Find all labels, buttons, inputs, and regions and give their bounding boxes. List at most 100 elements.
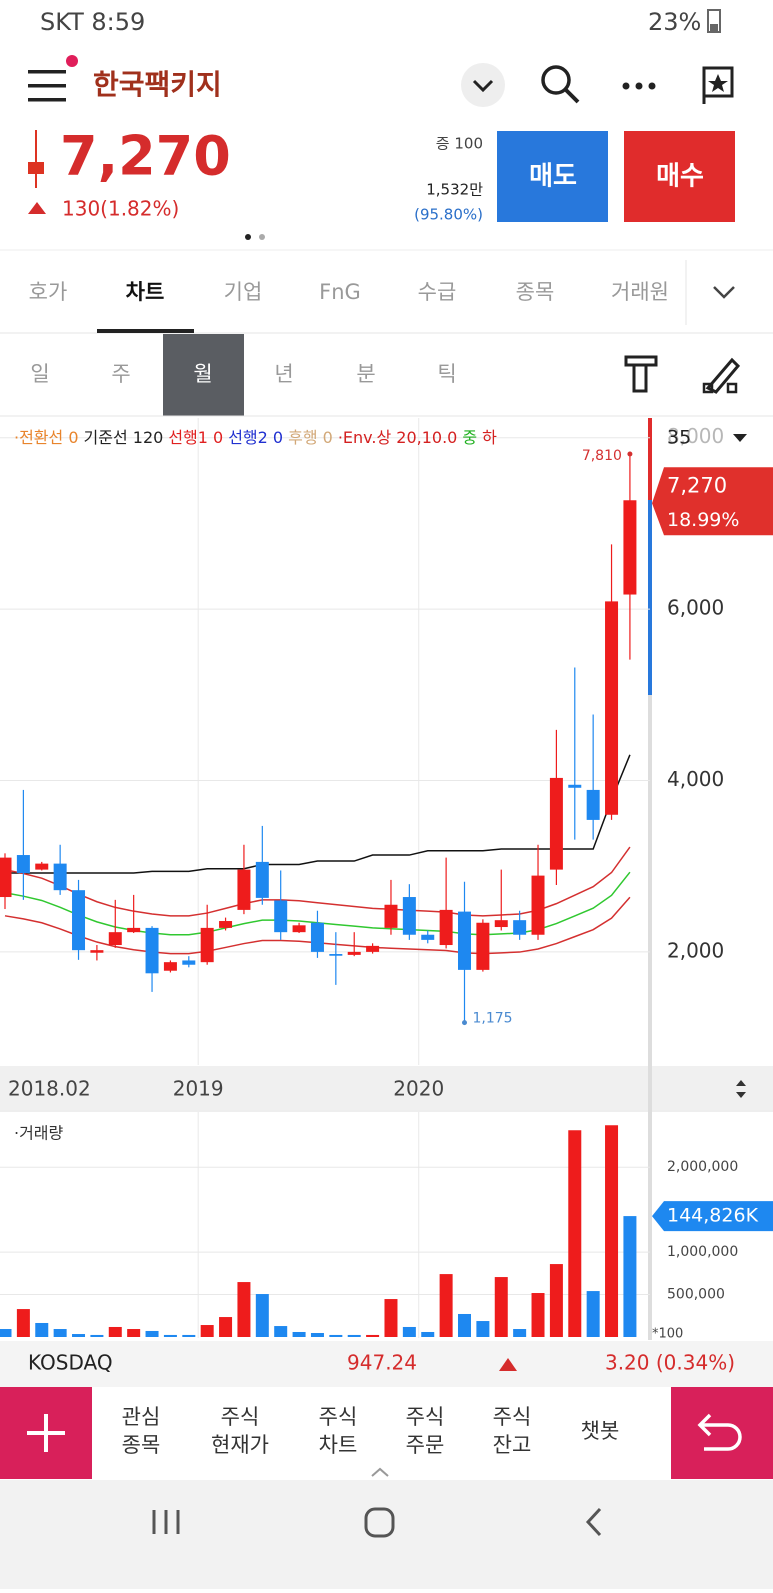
tab[interactable]: 호가 xyxy=(29,280,68,304)
legend-item: 선행2 0 xyxy=(228,428,283,447)
volume-bar xyxy=(623,1216,637,1337)
volume-bar xyxy=(255,1294,269,1337)
tabs-expand[interactable] xyxy=(713,286,735,299)
axis-toggle[interactable] xyxy=(736,1080,746,1098)
mini-candle xyxy=(28,162,44,174)
current-price: 7,270 xyxy=(60,125,231,188)
menu-button[interactable] xyxy=(28,55,78,102)
index-bar xyxy=(0,1341,773,1387)
volume-bar xyxy=(219,1317,233,1337)
candle-body xyxy=(439,909,453,946)
candle-body xyxy=(35,863,49,870)
volume-bar xyxy=(384,1299,398,1337)
dropdown-button[interactable] xyxy=(461,63,505,107)
period[interactable]: 틱 xyxy=(437,362,456,386)
candle-body xyxy=(310,922,324,952)
tab[interactable]: 종목 xyxy=(516,280,555,304)
candle-body xyxy=(421,934,435,940)
menu-label: 주문 xyxy=(406,1433,445,1457)
volume-bar xyxy=(549,1264,563,1337)
volume-bar xyxy=(329,1334,343,1337)
candle-body xyxy=(513,920,527,935)
buy-button[interactable] xyxy=(624,131,735,222)
period[interactable]: 주 xyxy=(111,362,130,386)
max-marker xyxy=(627,451,633,457)
volume-bar xyxy=(108,1326,122,1337)
volume-bar xyxy=(53,1329,67,1337)
favorite-button[interactable] xyxy=(702,66,734,104)
volume-bar xyxy=(476,1321,490,1337)
y-tick-label: 2,000,000 xyxy=(667,1159,738,1175)
menu-item[interactable]: 챗봇 xyxy=(581,1419,620,1443)
volume: 1,532만 xyxy=(426,181,483,199)
current-price-tag xyxy=(652,467,773,536)
volume-change: 증 100 xyxy=(436,135,483,153)
candle-body xyxy=(182,960,196,965)
legend-item: ·Env.상 20,10.0 xyxy=(338,428,458,447)
volume-bar xyxy=(72,1334,86,1337)
period[interactable]: 년 xyxy=(274,362,293,386)
up-arrow xyxy=(28,202,46,214)
menu-label: 주식 xyxy=(406,1405,445,1429)
count-dropdown[interactable] xyxy=(733,434,747,442)
current-volume-tag xyxy=(652,1201,773,1232)
menu-handle[interactable] xyxy=(371,1467,389,1477)
candle-body xyxy=(494,920,508,928)
volume-bar xyxy=(586,1291,600,1337)
candle-body xyxy=(90,950,104,953)
volume-ratio: (95.80%) xyxy=(414,206,483,224)
sell-button[interactable] xyxy=(497,131,608,222)
candle-body xyxy=(623,500,637,595)
volume-bar xyxy=(163,1334,177,1337)
candle-body xyxy=(163,962,177,971)
volume-title: ·거래량 xyxy=(14,1124,64,1143)
nav-home[interactable] xyxy=(364,1507,395,1538)
x-tick-label: 2019 xyxy=(173,1077,224,1101)
buy-label: 매수 xyxy=(656,162,704,192)
draw-tool[interactable] xyxy=(702,357,741,394)
index-value: 947.24 xyxy=(347,1351,417,1375)
tab[interactable]: 차트 xyxy=(126,280,165,304)
tab[interactable]: 수급 xyxy=(418,280,457,304)
tab[interactable]: FnG xyxy=(319,280,361,304)
candle-body xyxy=(292,925,306,933)
current-change-label: 18.99% xyxy=(667,509,739,531)
candle-body xyxy=(127,927,141,933)
period[interactable]: 분 xyxy=(356,362,375,386)
stock-title: 한국팩키지 xyxy=(93,68,222,101)
current-volume-label: 144,826K xyxy=(667,1205,759,1227)
tab[interactable]: 거래원 xyxy=(611,280,669,304)
volume-bar xyxy=(347,1334,361,1337)
period[interactable]: 일 xyxy=(30,362,49,386)
search-button[interactable] xyxy=(541,65,580,104)
volume-bar xyxy=(292,1331,306,1337)
candle-body xyxy=(255,861,269,898)
volume-bar xyxy=(458,1313,471,1337)
y-tick-label: 1,000,000 xyxy=(667,1244,738,1260)
price-change: 130(1.82%) xyxy=(62,197,179,221)
battery-level xyxy=(710,24,718,31)
legend-item: 중 xyxy=(462,428,477,447)
page-dot xyxy=(245,234,251,240)
indicator-line xyxy=(5,754,631,874)
tab[interactable]: 기업 xyxy=(224,280,263,304)
index-up-arrow xyxy=(499,1358,517,1371)
nav-recent[interactable] xyxy=(152,1510,180,1534)
indicator-tool[interactable] xyxy=(624,355,658,393)
back-button[interactable] xyxy=(671,1387,773,1479)
candle-body xyxy=(53,863,67,891)
period[interactable]: 월 xyxy=(193,362,212,386)
nav-back[interactable] xyxy=(585,1507,602,1537)
volume-bar xyxy=(35,1322,49,1337)
more-button[interactable] xyxy=(622,82,656,90)
y-tick-label: 2,000 xyxy=(667,938,724,962)
plot xyxy=(0,451,637,1337)
